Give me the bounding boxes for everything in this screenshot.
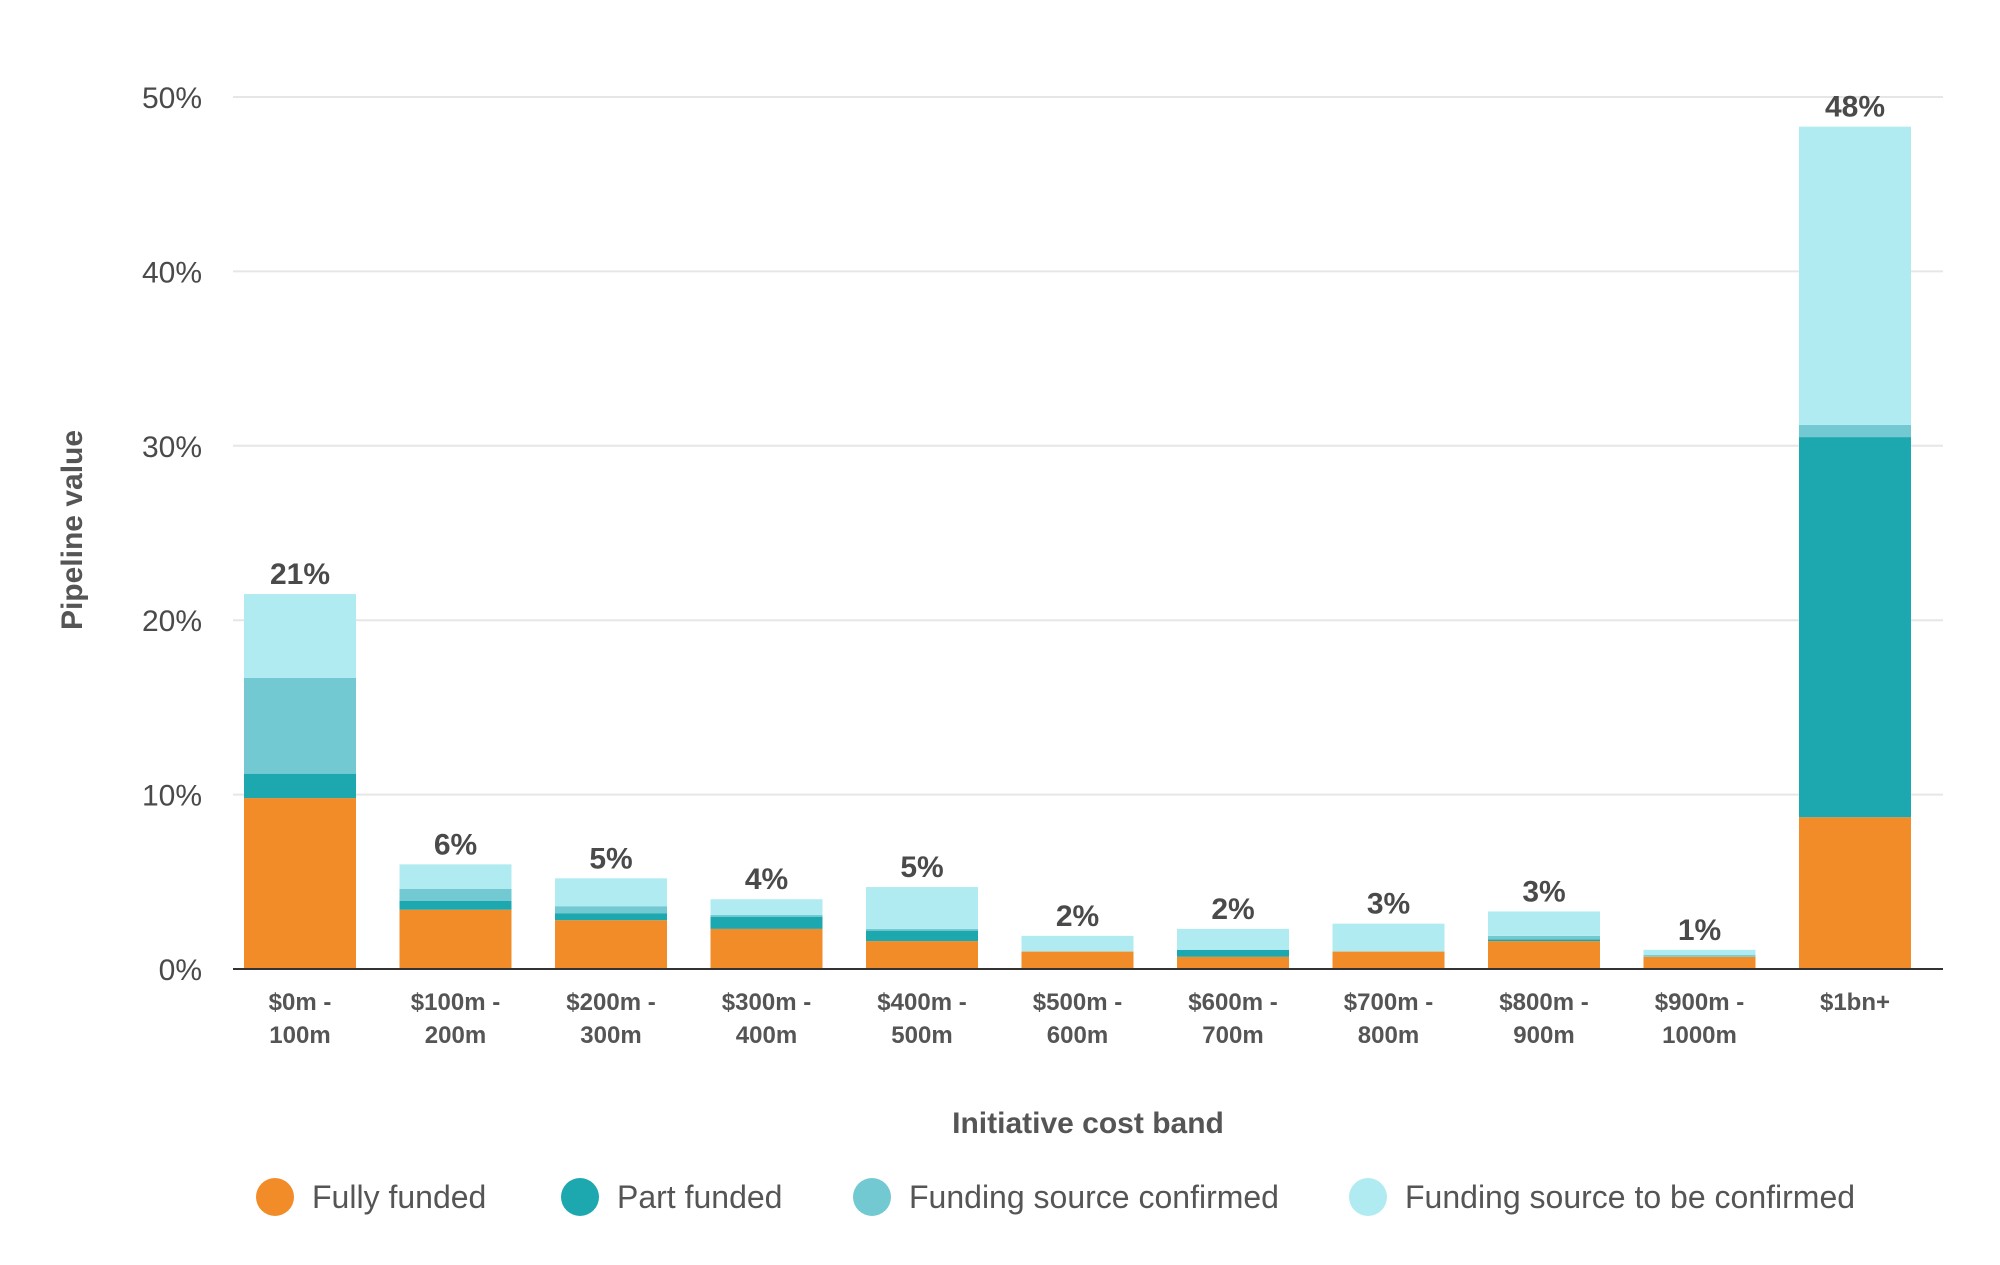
bar-segment-funding-source-confirmed bbox=[1643, 955, 1756, 957]
legend-swatch bbox=[1349, 1178, 1387, 1216]
bar-segment-fully-funded bbox=[1643, 956, 1756, 969]
x-tick-label: 800m bbox=[1358, 1022, 1419, 1049]
x-tick-label: $300m - bbox=[722, 989, 811, 1016]
y-axis-ticks: 0% 10% 20% 30% 40% 50% bbox=[142, 82, 202, 987]
bar-segment-funding-source-to-be-confirmed bbox=[1332, 923, 1445, 952]
x-tick-label: 500m bbox=[891, 1022, 952, 1049]
y-tick-label: 40% bbox=[142, 256, 202, 289]
y-tick-label: 50% bbox=[142, 82, 202, 115]
bar-total-label: 21% bbox=[270, 558, 330, 591]
y-tick-label: 30% bbox=[142, 431, 202, 464]
legend-label: Funding source to be confirmed bbox=[1405, 1179, 1855, 1215]
legend-item: Fully funded bbox=[256, 1178, 486, 1216]
bar-total-label: 2% bbox=[1056, 900, 1099, 933]
bar-segment-fully-funded bbox=[1332, 951, 1445, 969]
y-axis-title: Pipeline value bbox=[56, 430, 89, 630]
bar-segment-fully-funded bbox=[399, 909, 512, 969]
bar-segment-part-funded bbox=[1799, 437, 1911, 818]
bar-segment-part-funded bbox=[866, 930, 978, 942]
gridlines bbox=[233, 96, 1943, 796]
x-axis-categories: $0m - 100m $100m - 200m $200m - 300m $300m - 40… bbox=[269, 989, 1890, 1049]
bar-segment-funding-source-to-be-confirmed bbox=[1799, 126, 1911, 425]
bar-total-label: 3% bbox=[1522, 875, 1565, 908]
legend: Fully funded Part funded Funding source co… bbox=[256, 1178, 1855, 1216]
bar-total-label: 6% bbox=[434, 828, 477, 861]
x-tick-label: $800m - bbox=[1499, 989, 1588, 1016]
x-tick-label: $200m - bbox=[566, 989, 655, 1016]
bar-segment-fully-funded bbox=[1799, 817, 1911, 969]
x-tick-label: 1000m bbox=[1662, 1022, 1737, 1049]
bar-segment-funding-source-to-be-confirmed bbox=[866, 887, 978, 929]
bar-segment-part-funded bbox=[244, 773, 356, 799]
bar-segment-funding-source-confirmed bbox=[244, 677, 356, 774]
bar-segment-funding-source-confirmed bbox=[555, 906, 667, 914]
legend-swatch bbox=[256, 1178, 294, 1216]
bar-segment-part-funded bbox=[399, 900, 512, 910]
bar-segment-part-funded bbox=[1488, 939, 1600, 942]
bar-segment-funding-source-to-be-confirmed bbox=[1643, 949, 1756, 956]
bar-segment-funding-source-to-be-confirmed bbox=[244, 594, 356, 678]
x-tick-label: 400m bbox=[736, 1022, 797, 1049]
bar-total-labels: 21% 6% 5% 4% 5% 2% 2% 3% 3% 1% 48% bbox=[270, 91, 1885, 947]
x-tick-label: $400m - bbox=[877, 989, 966, 1016]
y-tick-label: 20% bbox=[142, 605, 202, 638]
bar-segment-funding-source-confirmed bbox=[1488, 935, 1600, 940]
bars bbox=[244, 126, 1911, 969]
bar-segment-funding-source-confirmed bbox=[710, 914, 823, 917]
bar-segment-funding-source-to-be-confirmed bbox=[399, 864, 512, 889]
bar-segment-funding-source-to-be-confirmed bbox=[1177, 928, 1289, 950]
legend-label: Funding source confirmed bbox=[909, 1179, 1279, 1215]
x-tick-label: 900m bbox=[1513, 1022, 1574, 1049]
bar-segment-funding-source-to-be-confirmed bbox=[555, 878, 667, 907]
x-tick-label: $0m - bbox=[269, 989, 332, 1016]
bar-segment-fully-funded bbox=[244, 798, 356, 969]
y-tick-label: 10% bbox=[142, 780, 202, 813]
bar-total-label: 3% bbox=[1367, 888, 1410, 921]
legend-label: Part funded bbox=[617, 1179, 782, 1215]
legend-item: Funding source to be confirmed bbox=[1349, 1178, 1855, 1216]
bar-segment-fully-funded bbox=[555, 920, 667, 969]
bar-total-label: 4% bbox=[745, 863, 788, 896]
x-tick-label: 200m bbox=[425, 1022, 486, 1049]
x-tick-label: 300m bbox=[580, 1022, 641, 1049]
bar-total-label: 5% bbox=[900, 851, 943, 884]
x-axis-title: Initiative cost band bbox=[952, 1107, 1224, 1140]
x-tick-label: 700m bbox=[1202, 1022, 1263, 1049]
x-tick-label: 100m bbox=[269, 1022, 330, 1049]
bar-segment-funding-source-confirmed bbox=[399, 888, 512, 901]
bar-total-label: 2% bbox=[1211, 893, 1254, 926]
bar-segment-part-funded bbox=[555, 913, 667, 921]
bar-segment-funding-source-to-be-confirmed bbox=[710, 899, 823, 915]
x-tick-label: $600m - bbox=[1188, 989, 1277, 1016]
bar-total-label: 48% bbox=[1825, 91, 1885, 124]
bar-segment-funding-source-to-be-confirmed bbox=[1488, 911, 1600, 936]
bar-segment-funding-source-to-be-confirmed bbox=[1021, 935, 1134, 952]
legend-swatch bbox=[853, 1178, 891, 1216]
x-tick-label: $500m - bbox=[1033, 989, 1122, 1016]
x-tick-label: 600m bbox=[1047, 1022, 1108, 1049]
bar-segment-fully-funded bbox=[866, 941, 978, 969]
bar-total-label: 5% bbox=[589, 842, 632, 875]
legend-swatch bbox=[561, 1178, 599, 1216]
legend-item: Funding source confirmed bbox=[853, 1178, 1279, 1216]
bar-segment-part-funded bbox=[1177, 949, 1289, 957]
x-tick-label: $700m - bbox=[1344, 989, 1433, 1016]
bar-segment-funding-source-confirmed bbox=[866, 928, 978, 931]
bar-segment-fully-funded bbox=[1021, 951, 1134, 969]
x-tick-label: $900m - bbox=[1655, 989, 1744, 1016]
bar-segment-part-funded bbox=[710, 916, 823, 929]
bar-total-label: 1% bbox=[1678, 914, 1721, 947]
legend-label: Fully funded bbox=[312, 1179, 486, 1215]
y-tick-label: 0% bbox=[159, 954, 202, 987]
bar-segment-funding-source-confirmed bbox=[1799, 424, 1911, 438]
bar-segment-fully-funded bbox=[710, 928, 823, 969]
bar-segment-fully-funded bbox=[1488, 941, 1600, 969]
legend-item: Part funded bbox=[561, 1178, 782, 1216]
bar-segment-fully-funded bbox=[1177, 956, 1289, 969]
x-tick-label: $100m - bbox=[411, 989, 500, 1016]
x-tick-label: $1bn+ bbox=[1820, 989, 1890, 1016]
